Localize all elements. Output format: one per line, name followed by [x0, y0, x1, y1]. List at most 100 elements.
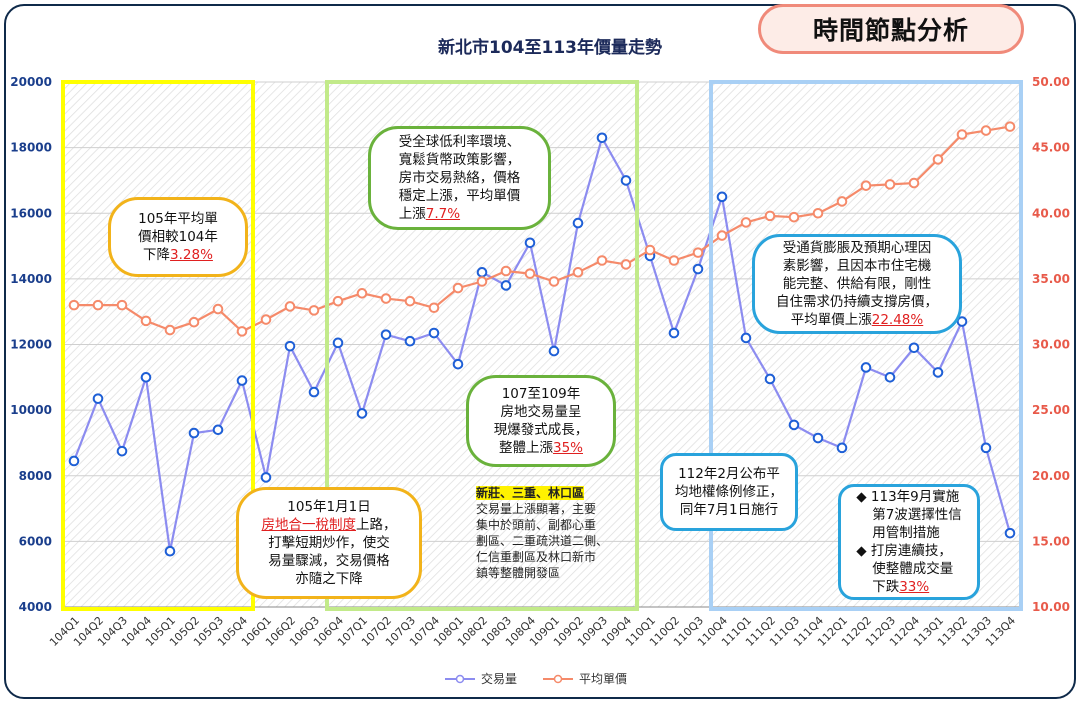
period-box [709, 80, 1023, 611]
note-line: 使整體成交量 [872, 561, 954, 577]
data-point-volume [452, 358, 464, 370]
note-line: 素影響，且因本市住宅機 [782, 258, 932, 274]
chart-title: 新北市104至113年價量走勢 [438, 38, 662, 58]
data-point-price [500, 265, 512, 277]
note-line: 鎮等整體開發區 [476, 566, 561, 580]
data-point-price [620, 259, 632, 270]
data-point-price [764, 210, 776, 222]
data-point-price [932, 154, 944, 165]
note-highlight: 35% [552, 440, 583, 456]
data-point-price [332, 295, 344, 307]
data-point-price [236, 326, 248, 337]
data-point-volume [908, 342, 920, 354]
data-point-volume [212, 424, 224, 436]
y-left-tick-label: 4000 [19, 600, 52, 614]
data-point-price [644, 244, 656, 256]
y-right-tick-label: 35.00 [1032, 272, 1070, 286]
bullet-icon: ◆ [856, 489, 867, 505]
data-point-price [164, 324, 176, 336]
note-112-land-act: 112年2月公布平 均地權條例修正， 同年7月1日施行 [660, 453, 798, 531]
note-highlight: 新莊、三重、林口區 [476, 486, 585, 500]
note-line: 上漲 [398, 206, 426, 222]
y-right-tick-label: 45.00 [1032, 141, 1070, 155]
note-line: 113年9月實施 [870, 489, 960, 505]
data-point-volume [164, 545, 176, 557]
note-line: 105年1月1日 [287, 499, 371, 515]
bullet-icon: ◆ [856, 543, 867, 559]
note-107-109-volume: 107至109年 房地交易量呈 現爆發式成長， 整體上漲35% [466, 375, 616, 467]
data-point-volume [92, 393, 104, 404]
note-line: 集中於頭前、副都心重 [476, 518, 597, 532]
data-point-price [68, 299, 80, 311]
data-point-price [740, 217, 752, 228]
section-badge: 時間節點分析 [758, 4, 1024, 54]
data-point-volume [692, 263, 704, 275]
note-line: 整體上漲 [498, 440, 553, 456]
data-point-volume [68, 455, 80, 467]
note-line: 易量驟減，交易價格 [268, 553, 390, 569]
y-right-tick-label: 20.00 [1032, 469, 1070, 483]
data-point-price [908, 177, 920, 189]
legend-label: 交易量 [481, 672, 518, 686]
note-line: 平均單價上漲 [790, 312, 872, 328]
note-line: 下降 [143, 247, 171, 263]
legend-item-volume: 交易量 [445, 670, 517, 687]
data-point-price [308, 305, 320, 316]
data-point-volume [956, 316, 968, 327]
data-point-volume [620, 175, 632, 186]
note-line: 能完整、供給有限，剛性 [782, 276, 932, 292]
legend-line-icon [445, 674, 475, 683]
data-point-volume [188, 427, 200, 439]
y-left-tick-label: 6000 [19, 534, 52, 548]
data-point-price [260, 314, 272, 325]
data-point-volume [548, 345, 560, 357]
legend-label: 平均單價 [579, 672, 628, 686]
y-left-tick-label: 20000 [10, 75, 52, 89]
data-point-volume [116, 445, 128, 457]
data-point-price [476, 276, 488, 287]
data-point-price [428, 302, 440, 314]
data-point-price [284, 301, 296, 312]
data-point-volume [572, 217, 584, 229]
data-point-volume [332, 337, 344, 349]
data-point-price [860, 180, 872, 191]
note-line: 用管制措施 [872, 525, 940, 541]
data-point-volume [932, 367, 944, 378]
period-box [325, 80, 639, 611]
data-point-price [884, 179, 896, 190]
data-point-volume [788, 419, 800, 431]
data-point-volume [1004, 527, 1016, 539]
data-point-volume [884, 372, 896, 383]
data-point-volume [524, 237, 536, 249]
y-right-tick-label: 25.00 [1032, 403, 1070, 417]
y-right-tick-label: 15.00 [1032, 534, 1070, 548]
data-point-price [212, 303, 224, 315]
data-point-volume [860, 362, 872, 373]
data-point-volume [260, 472, 272, 483]
data-point-volume [356, 408, 368, 419]
y-left-tick-label: 14000 [10, 272, 52, 286]
data-point-price [572, 267, 584, 278]
note-line: 下跌 [872, 579, 900, 595]
data-point-price [668, 255, 680, 266]
note-line: 穩定上漲，平均單價 [398, 188, 521, 204]
data-point-price [812, 207, 824, 219]
y-right-tick-label: 30.00 [1032, 338, 1070, 352]
data-point-volume [980, 442, 992, 454]
note-inflation: 受通貨膨脹及預期心理因 素影響，且因本市住宅機 能完整、供給有限，剛性 自住需求… [752, 234, 962, 334]
note-105-price-drop: 105年平均單 價相較104年 下降3.28% [108, 197, 248, 277]
data-point-volume [428, 327, 440, 339]
note-line: 亦隨之下降 [295, 571, 363, 587]
data-point-volume [500, 280, 512, 291]
series-line-volume [72, 134, 1012, 552]
data-point-price [188, 316, 200, 328]
series-line-price [74, 125, 1011, 333]
data-point-volume [764, 373, 776, 385]
data-point-price [140, 315, 152, 327]
data-point-price [788, 211, 800, 223]
data-point-volume [812, 432, 824, 444]
data-point-volume [284, 340, 296, 352]
note-line: 仁信重劃區及林口新市 [476, 550, 597, 564]
data-point-volume [140, 372, 152, 383]
note-line: 均地權條例修正， [675, 484, 783, 500]
